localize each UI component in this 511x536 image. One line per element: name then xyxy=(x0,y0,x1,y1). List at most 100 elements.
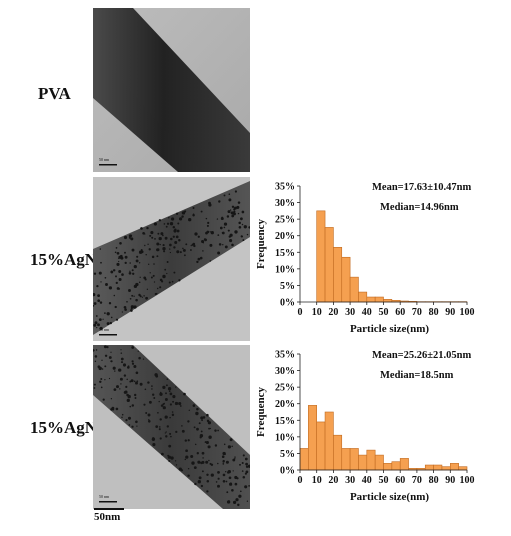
nanoparticle-dot xyxy=(165,392,167,395)
nanoparticle-dot xyxy=(153,263,155,265)
nanoparticle-dot xyxy=(142,231,145,235)
nanoparticle-dot xyxy=(106,346,109,349)
nanoparticle-dot xyxy=(162,385,166,390)
x-tick-label: 90 xyxy=(445,475,455,486)
nanoparticle-dot xyxy=(110,408,113,411)
nanoparticle-dot xyxy=(102,318,104,320)
nanoparticle-dot xyxy=(96,284,99,288)
nanoparticle-dot xyxy=(93,323,97,327)
nanoparticle-dot xyxy=(174,401,179,406)
nanoparticle-dot xyxy=(118,270,122,273)
nanoparticle-dot xyxy=(142,358,145,360)
nanoparticle-dot xyxy=(210,231,214,235)
nanoparticle-dot xyxy=(175,430,178,434)
nanoparticle-dot xyxy=(171,280,174,283)
nanoparticle-dot xyxy=(229,199,231,201)
nanoparticle-dot xyxy=(198,476,202,480)
nanoparticle-dot xyxy=(166,425,169,428)
nanoparticle-dot xyxy=(120,349,122,351)
nanoparticle-dot xyxy=(112,269,116,272)
y-tick-label: 25% xyxy=(275,215,295,226)
nanoparticle-dot xyxy=(155,374,159,378)
nanoparticle-dot xyxy=(238,221,241,225)
nanoparticle-dot xyxy=(135,371,139,375)
nanoparticle-dot xyxy=(208,459,210,462)
nanoparticle-dot xyxy=(159,426,161,428)
nanoparticle-dot xyxy=(209,427,212,430)
nanoparticle-dot xyxy=(127,416,132,420)
nanoparticle-dot xyxy=(159,391,162,394)
nanoparticle-dot xyxy=(121,416,123,419)
nanoparticle-dot xyxy=(120,357,124,361)
nanoparticle-dot xyxy=(116,287,120,290)
nanoparticle-dot xyxy=(172,235,175,238)
nanoparticle-dot xyxy=(104,354,108,358)
nanoparticle-dot xyxy=(166,222,170,225)
nanoparticle-dot xyxy=(131,360,134,363)
nanoparticle-dot xyxy=(187,467,190,470)
nanoparticle-dot xyxy=(110,270,114,274)
nanoparticle-dot xyxy=(152,274,155,277)
nanoparticle-dot xyxy=(115,275,117,278)
y-tick-label: 30% xyxy=(275,198,295,209)
nanoparticle-dot xyxy=(229,209,232,211)
bottom-scale-bar: 50nm xyxy=(94,508,124,523)
nanoparticle-dot xyxy=(245,465,249,469)
nanoparticle-dot xyxy=(206,230,210,234)
y-tick-label: 25% xyxy=(275,383,295,394)
nanoparticle-dot xyxy=(136,425,138,427)
nanoparticle-dot xyxy=(94,360,97,363)
nanoparticle-dot xyxy=(123,374,127,377)
nanoparticle-dot xyxy=(135,259,139,263)
nanoparticle-dot xyxy=(152,393,155,396)
nanoparticle-dot xyxy=(169,432,172,435)
nanoparticle-dot xyxy=(206,473,209,477)
nanoparticle-dot xyxy=(131,346,135,349)
nanoparticle-dot xyxy=(139,276,141,278)
nanoparticle-dot xyxy=(140,249,143,251)
nanoparticle-dot xyxy=(219,226,223,230)
nanoparticle-dot xyxy=(97,365,101,369)
nanoparticle-dot xyxy=(164,268,167,271)
median-annotation: Median=18.5nm xyxy=(380,370,454,381)
nanoparticle-dot xyxy=(158,428,161,431)
nanoparticle-dot xyxy=(168,217,170,219)
x-tick-label: 90 xyxy=(445,307,455,318)
nanoparticle-dot xyxy=(167,387,172,391)
nanoparticle-dot xyxy=(121,413,124,416)
nanoparticle-dot xyxy=(104,276,107,279)
nanoparticle-dot xyxy=(99,248,102,250)
nanoparticle-dot xyxy=(98,271,102,275)
nanoparticle-dot xyxy=(121,311,124,313)
y-tick-label: 20% xyxy=(275,231,295,242)
nanoparticle-dot xyxy=(122,363,127,367)
nanoparticle-dot xyxy=(228,476,232,480)
nanoparticle-dot xyxy=(148,263,150,265)
nanoparticle-dot xyxy=(136,255,139,258)
nanoparticle-dot xyxy=(120,352,123,354)
nanoparticle-dot xyxy=(246,500,249,502)
nanoparticle-dot xyxy=(123,305,127,309)
nanoparticle-dot xyxy=(179,251,182,254)
tem-scale-text: 50 nm xyxy=(99,157,110,162)
nanoparticle-dot xyxy=(137,350,139,352)
nanoparticle-dot xyxy=(131,294,134,297)
nanoparticle-dot xyxy=(123,235,128,240)
nanoparticle-dot xyxy=(241,210,245,214)
tem-image-agno3: 50 nm xyxy=(93,177,250,341)
mean-annotation: Mean=25.26±21.05nm xyxy=(372,350,471,361)
nanoparticle-dot xyxy=(237,503,240,507)
nanoparticle-dot xyxy=(115,318,119,321)
nanoparticle-dot xyxy=(147,243,149,245)
nanoparticle-dot xyxy=(197,235,200,238)
nanoparticle-dot xyxy=(236,477,239,480)
nanoparticle-dot xyxy=(231,243,234,247)
nanoparticle-dot xyxy=(169,222,174,226)
nanoparticle-dot xyxy=(175,235,179,239)
y-axis-label: Frequency xyxy=(255,387,267,437)
nanoparticle-dot xyxy=(165,225,168,228)
nanoparticle-dot xyxy=(99,326,103,330)
nanoparticle-dot xyxy=(159,243,161,246)
nanoparticle-dot xyxy=(148,420,151,423)
nanoparticle-dot xyxy=(240,217,243,221)
